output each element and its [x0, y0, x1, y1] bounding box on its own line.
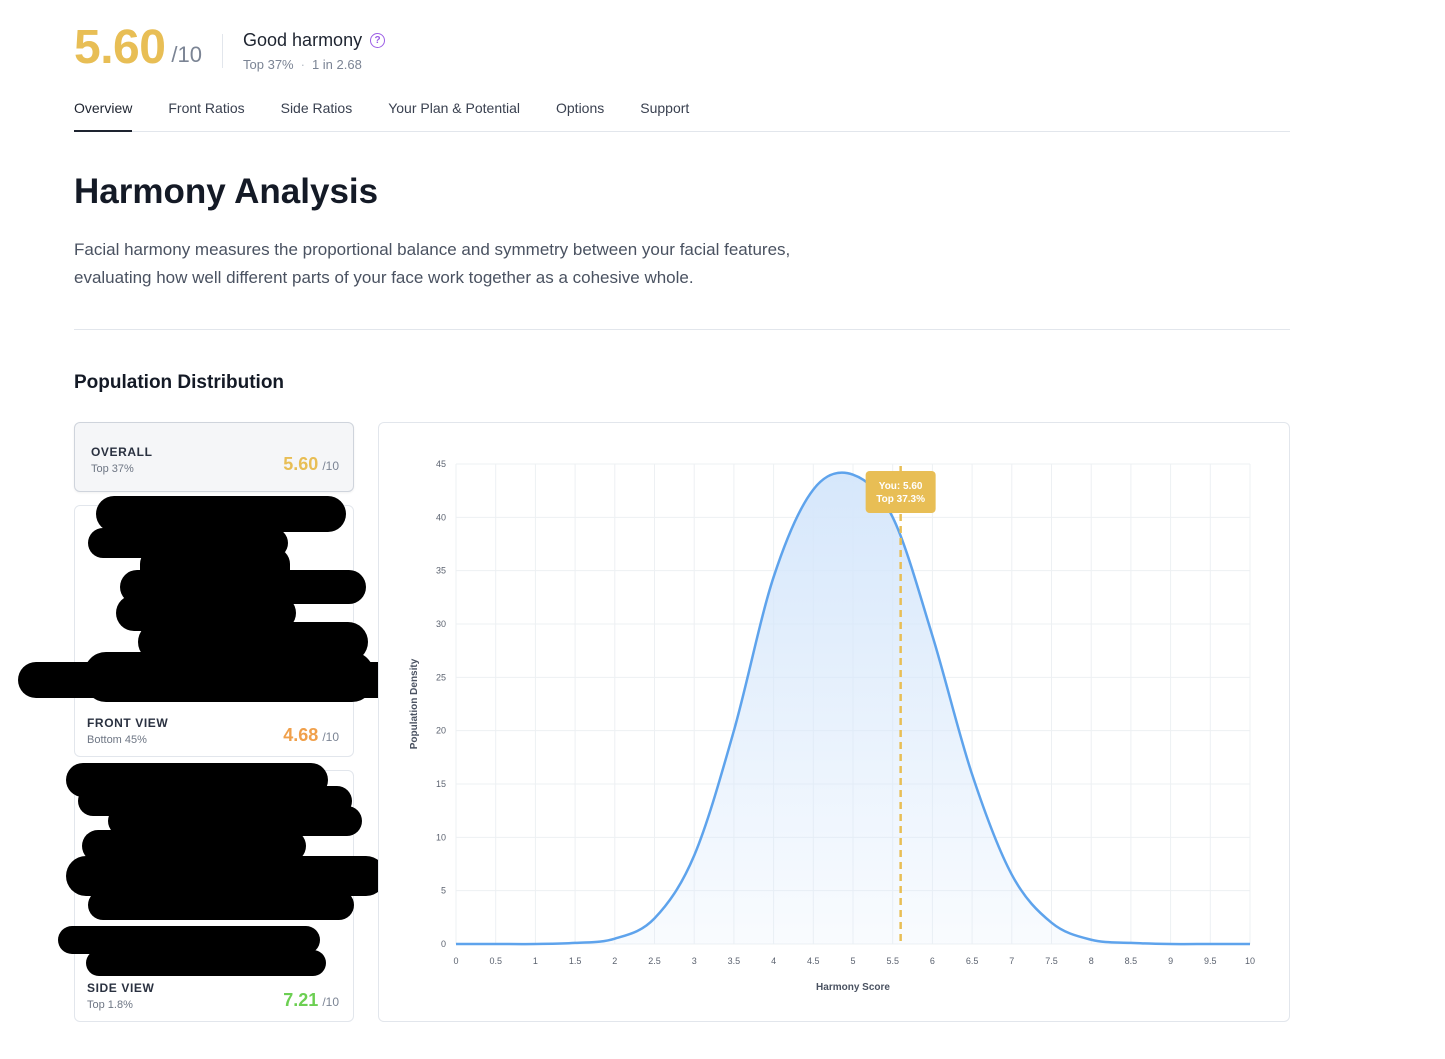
- card-score: 4.68: [283, 725, 319, 745]
- x-tick-label: 1: [533, 956, 538, 966]
- x-tick-label: 4: [771, 956, 776, 966]
- tab-side-ratios[interactable]: Side Ratios: [280, 100, 353, 116]
- tab-overview[interactable]: Overview: [74, 92, 133, 132]
- y-tick-label: 10: [436, 832, 446, 842]
- tooltip-rank: Top 37.3%: [876, 494, 925, 505]
- x-tick-label: 1.5: [569, 956, 582, 966]
- card-denom: /10: [322, 995, 339, 1009]
- card-label: FRONT VIEW: [87, 716, 169, 730]
- x-tick-label: 8.5: [1125, 956, 1138, 966]
- x-tick-label: 6.5: [966, 956, 979, 966]
- card-score: 7.21: [283, 990, 319, 1010]
- y-tick-label: 5: [441, 886, 446, 896]
- card-denom: /10: [322, 459, 339, 473]
- section-title: Population Distribution: [74, 372, 285, 393]
- overall-score: 5.60: [74, 21, 166, 74]
- question-circle-icon[interactable]: ?: [370, 33, 386, 48]
- y-tick-label: 25: [436, 672, 446, 682]
- page-title: Harmony Analysis: [74, 172, 379, 211]
- x-tick-label: 0: [453, 956, 458, 966]
- x-tick-label: 5.5: [886, 956, 899, 966]
- x-tick-label: 2.5: [648, 956, 661, 966]
- x-tick-label: 0.5: [489, 956, 502, 966]
- x-tick-label: 6: [930, 956, 935, 966]
- x-tick-label: 8: [1089, 956, 1094, 966]
- header-divider: [222, 34, 224, 68]
- distribution-area: [456, 472, 1250, 945]
- tab-front-ratios[interactable]: Front Ratios: [168, 100, 245, 116]
- x-tick-label: 7: [1009, 956, 1014, 966]
- y-tick-label: 20: [436, 726, 446, 736]
- section-divider: [74, 329, 1290, 330]
- x-tick-label: 5: [850, 956, 855, 966]
- y-axis-label: Population Density: [409, 658, 420, 749]
- distribution-curve: [455, 471, 1250, 946]
- y-tick-label: 30: [436, 619, 446, 629]
- x-tick-label: 9.5: [1204, 956, 1217, 966]
- score-header: 5.60 /10 Good harmony ? Top 37% · 1 in 2.6…: [74, 21, 386, 74]
- card-label: SIDE VIEW: [87, 981, 155, 995]
- card-label: OVERALL: [91, 445, 153, 459]
- harmony-rating: Good harmony: [243, 30, 363, 50]
- user-score-tooltip: [865, 471, 936, 513]
- y-tick-label: 45: [436, 459, 446, 469]
- x-tick-label: 2: [612, 956, 617, 966]
- x-tick-label: 3: [692, 956, 697, 966]
- distribution-chart: 0 0.5 1 1.5 2 2.5 3 3.5 4 4.5 5 5.5 6 6.5 7 7.5 8 8.5 9 9.5…: [409, 459, 1255, 993]
- distribution-chart-card: 0 0.5 1 1.5 2 2.5 3 3.5 4 4.5 5 5.5 6 6.5 7 7.5 8 8.5 9 9.5…: [378, 422, 1290, 1022]
- x-tick-label: 10: [1245, 956, 1255, 966]
- tab-your-plan-potential[interactable]: Your Plan & Potential: [388, 100, 520, 116]
- x-axis-label: Harmony Score: [816, 982, 890, 993]
- odds-text: 1 in 2.68: [311, 57, 362, 72]
- score-denominator: /10: [171, 42, 203, 67]
- y-tick-label: 0: [441, 939, 446, 949]
- x-tick-label: 3.5: [728, 956, 741, 966]
- tab-bar: Overview Front Ratios Side Ratios Your P…: [74, 92, 1290, 132]
- x-tick-label: 4.5: [807, 956, 820, 966]
- overall-score-card[interactable]: OVERALL Top 37% 5.60/10: [74, 422, 354, 492]
- y-tick-label: 35: [436, 566, 446, 576]
- x-tick-label: 7.5: [1045, 956, 1058, 966]
- separator-dot: ·: [300, 57, 305, 72]
- card-score: 5.60: [283, 454, 319, 474]
- header-info: Good harmony ? Top 37% · 1 in 2.68: [243, 30, 386, 72]
- card-denom: /10: [322, 730, 339, 744]
- tooltip-score: You: 5.60: [879, 481, 923, 492]
- card-sub: Top 1.8%: [87, 999, 133, 1011]
- card-sub: Bottom 45%: [87, 734, 147, 746]
- y-tick-label: 15: [436, 779, 446, 789]
- rank-text: Top 37%: [243, 57, 294, 72]
- y-tick-label: 40: [436, 512, 446, 522]
- x-tick-label: 9: [1168, 956, 1173, 966]
- card-sub: Top 37%: [91, 463, 134, 475]
- tab-support[interactable]: Support: [640, 100, 690, 116]
- tab-options[interactable]: Options: [556, 100, 605, 116]
- page-description: Facial harmony measures the proportional…: [74, 240, 791, 287]
